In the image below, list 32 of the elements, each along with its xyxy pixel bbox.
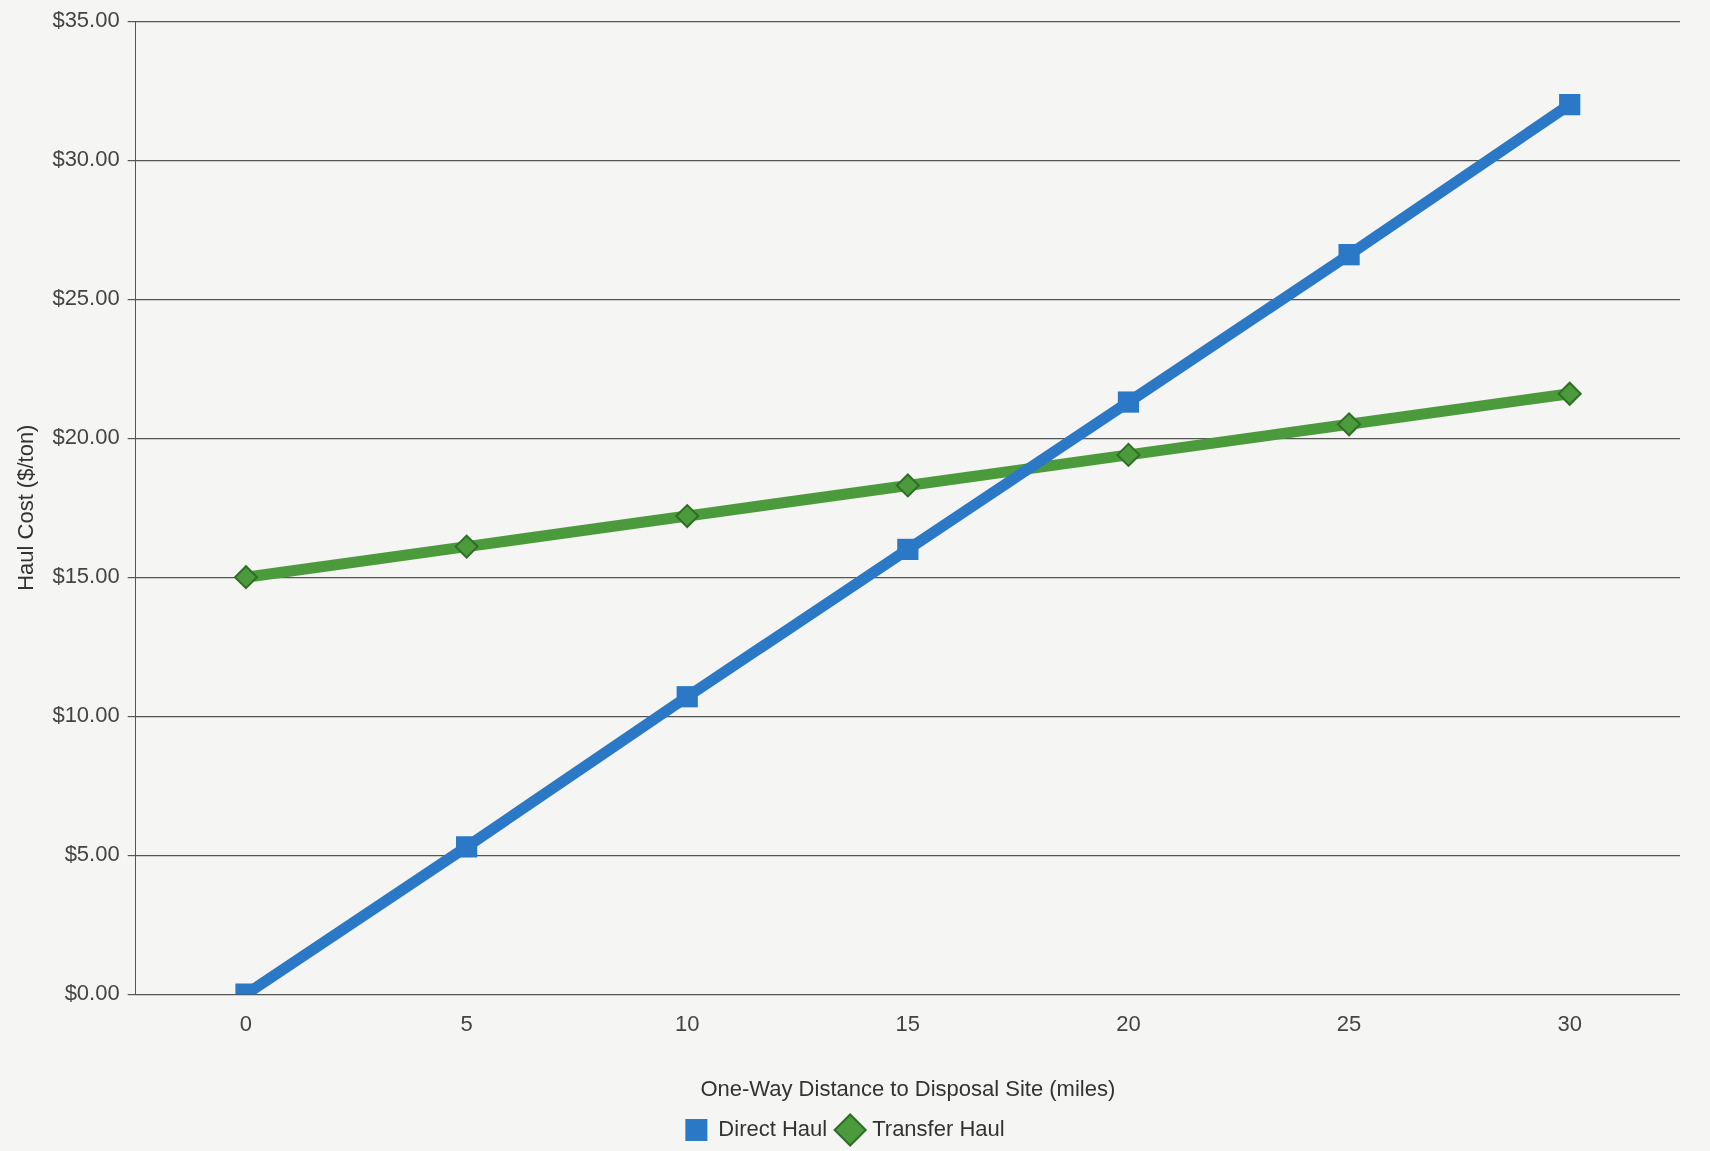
point [456,836,478,858]
y-tick-label: $35.00 [52,7,120,33]
point [1117,391,1140,413]
point [234,565,258,590]
point [897,538,919,561]
point [1338,244,1360,266]
y-tick-label: $20.00 [52,424,120,450]
legend-label: Transfer Haul [872,1116,1005,1142]
y-axis-title: Haul Cost ($/ton) [13,424,39,591]
point [1337,412,1362,437]
y-tick-label: $0.00 [64,980,120,1006]
x-tick-label: 15 [895,1011,921,1037]
point [675,504,700,529]
point [676,686,698,708]
x-axis-title: One-Way Distance to Disposal Site (miles) [700,1075,1116,1101]
y-tick-label: $25.00 [52,285,120,311]
y-tick-label: $10.00 [52,702,120,728]
point [895,473,920,498]
y-tick-label: $15.00 [52,563,120,589]
y-tick-label: $30.00 [52,146,120,172]
x-tick-label: 25 [1336,1011,1362,1037]
point [454,534,479,559]
point [1559,93,1581,116]
x-tick-label: 0 [239,1011,253,1037]
y-tick-label: $5.00 [64,841,120,867]
point [1557,381,1582,406]
point [1116,442,1141,467]
x-tick-label: 5 [460,1011,473,1037]
x-tick-label: 30 [1557,1011,1582,1037]
x-tick-label: 10 [674,1011,700,1037]
x-tick-label: 20 [1116,1011,1141,1037]
legend-label: Direct Haul [718,1116,828,1142]
